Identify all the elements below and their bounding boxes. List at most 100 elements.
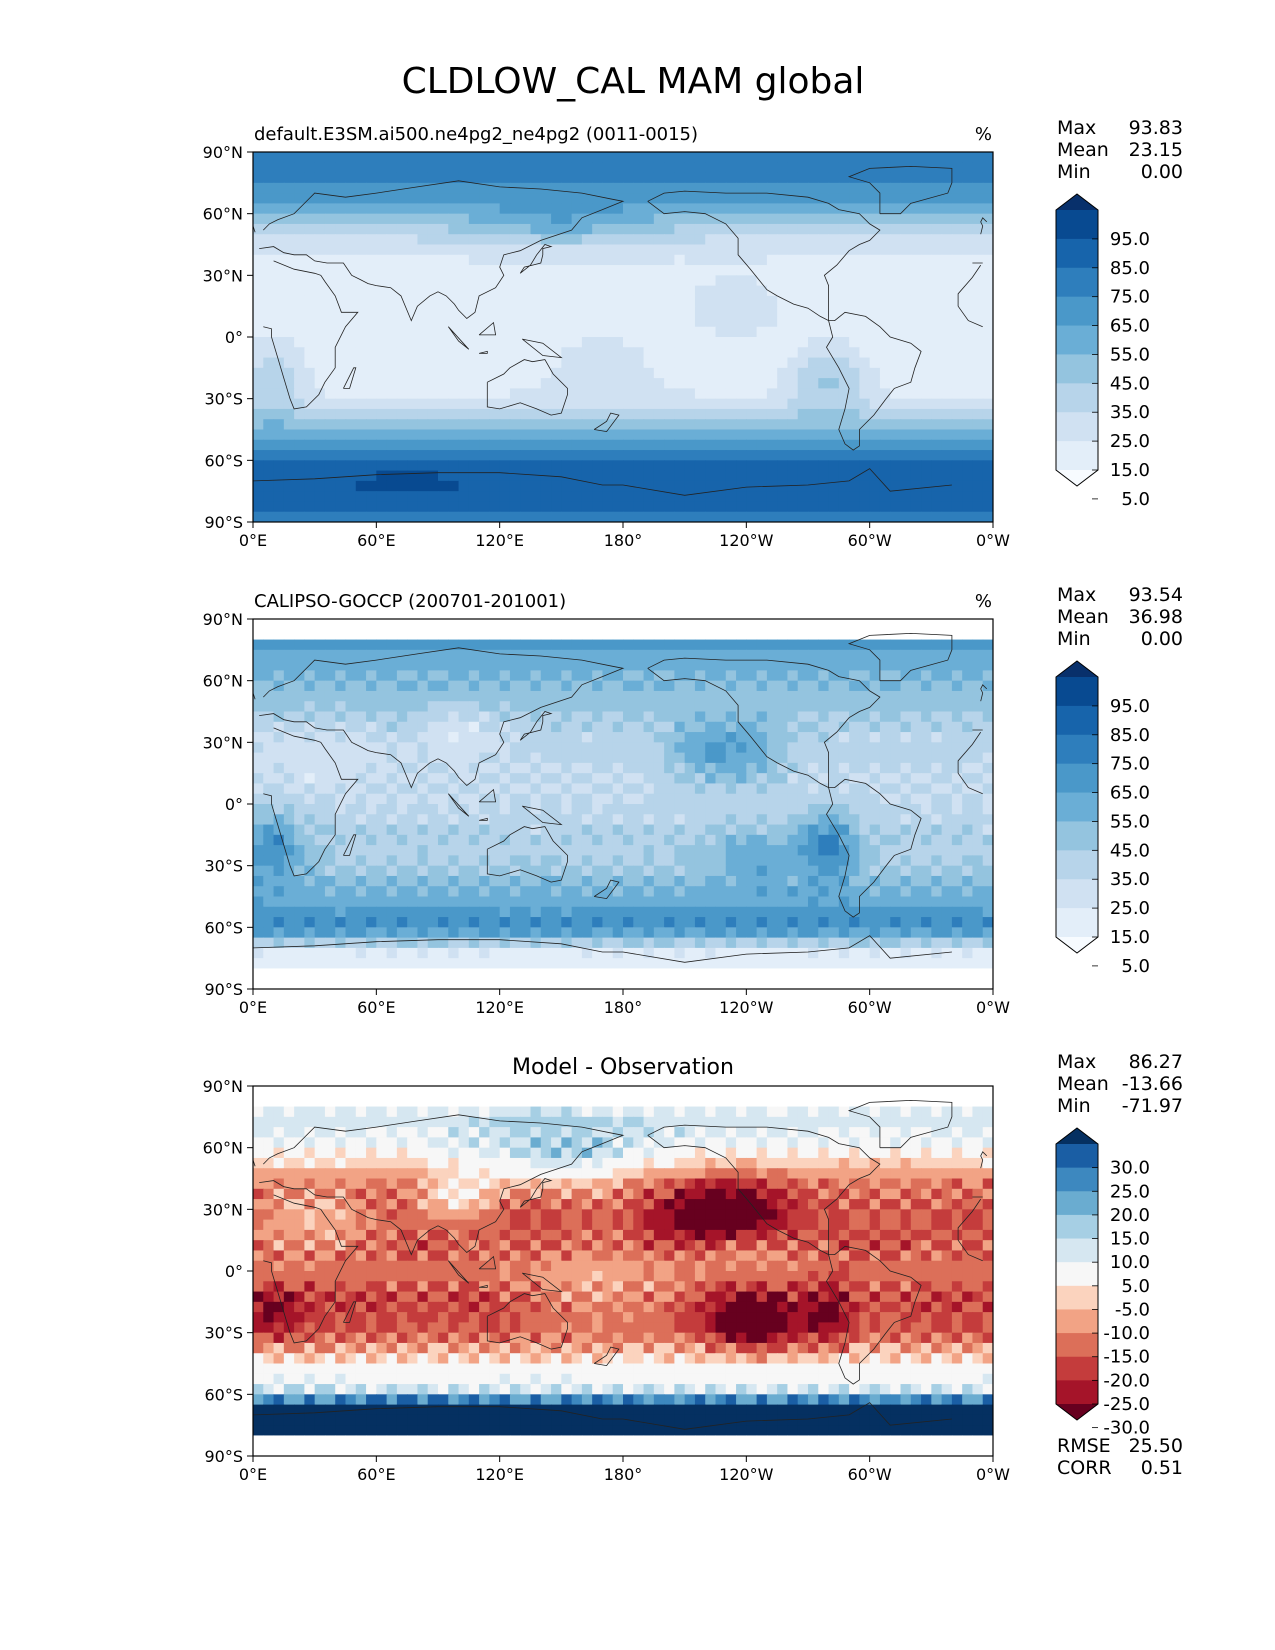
grid-cell [386,875,398,887]
grid-cell [664,701,675,713]
grid-cell [941,865,953,877]
grid-cell [324,419,336,431]
grid-cell [982,783,993,795]
grid-cell [674,162,686,174]
grid-cell [818,834,830,846]
grid-cell [879,906,891,918]
grid-cell [263,814,275,826]
grid-cell [335,701,347,713]
grid-cell [468,244,480,256]
grid-cell [879,419,891,431]
grid-cell [263,690,275,702]
grid-cell [417,450,429,461]
grid-cell [818,419,830,431]
grid-cell [448,649,460,661]
grid-cell [499,680,511,692]
grid-cell [438,172,449,184]
grid-cell [879,306,891,318]
x-tick-label: 180° [604,531,643,550]
grid-cell [684,762,696,774]
grid-cell [396,896,408,908]
grid-cell [386,649,398,661]
grid-cell [612,732,624,743]
grid-cell [366,162,377,174]
grid-cell [366,470,377,482]
grid-cell [499,639,511,651]
grid-cell [797,845,809,856]
grid-cell [314,649,326,661]
grid-cell [602,814,614,826]
grid-cell [736,629,747,641]
grid-cell [725,773,737,785]
grid-cell [612,762,624,774]
grid-cell [561,834,573,846]
grid-cell [304,937,316,949]
grid-cell [725,701,737,713]
colorbar-label: 5.0 [1121,489,1150,510]
grid-cell [530,234,542,246]
grid-cell [818,378,830,389]
grid-cell [859,649,871,661]
grid-cell [921,845,932,856]
grid-cell [797,629,809,641]
grid-cell [869,480,881,492]
grid-cell [808,875,819,887]
grid-cell [324,223,336,235]
grid-cell [653,732,665,743]
grid-cell [386,213,398,225]
grid-cell [520,275,532,287]
grid-cell [417,244,429,256]
grid-cell [427,265,439,276]
grid-cell [304,306,316,318]
grid-cell [818,783,830,795]
grid-cell [777,937,789,949]
grid-cell [335,896,347,908]
grid-cell [253,660,264,671]
grid-cell [499,649,511,661]
grid-cell [479,773,490,785]
grid-cell [263,660,275,671]
grid-cell [355,690,367,702]
grid-cell [612,690,624,702]
grid-cell [479,814,490,826]
grid-cell [859,670,871,682]
grid-cell [468,326,480,338]
y-tick-label: 90°N [203,143,243,162]
grid-cell [859,172,871,184]
grid-cell [643,711,655,723]
grid-cell [623,865,634,877]
grid-cell [715,470,727,482]
grid-cell [253,906,264,918]
grid-cell [643,203,655,215]
grid-cell [489,244,501,256]
grid-cell [653,295,665,307]
grid-cell [890,460,902,472]
grid-cell [962,845,974,856]
grid-cell [869,855,881,867]
grid-cell [674,834,686,846]
grid-cell [818,408,830,420]
grid-cell [366,680,377,692]
grid-cell [736,439,747,451]
grid-cell [910,752,922,764]
grid-cell [849,491,860,503]
grid-cell [458,244,470,256]
grid-cell [438,244,449,256]
grid-cell [386,701,398,713]
grid-cell [879,388,891,400]
grid-cell [355,855,367,867]
grid-cell [633,419,645,431]
grid-cell [407,762,419,774]
grid-cell [818,460,830,472]
grid-cell [838,152,850,163]
grid-cell [376,223,388,235]
grid-cell [376,470,388,482]
grid-cell [458,690,470,702]
grid-cell [489,285,501,297]
grid-cell [838,429,850,441]
grid-cell [458,306,470,318]
grid-cell [530,701,542,713]
grid-cell [715,244,727,256]
grid-cell [910,639,922,651]
grid-cell [509,690,521,702]
